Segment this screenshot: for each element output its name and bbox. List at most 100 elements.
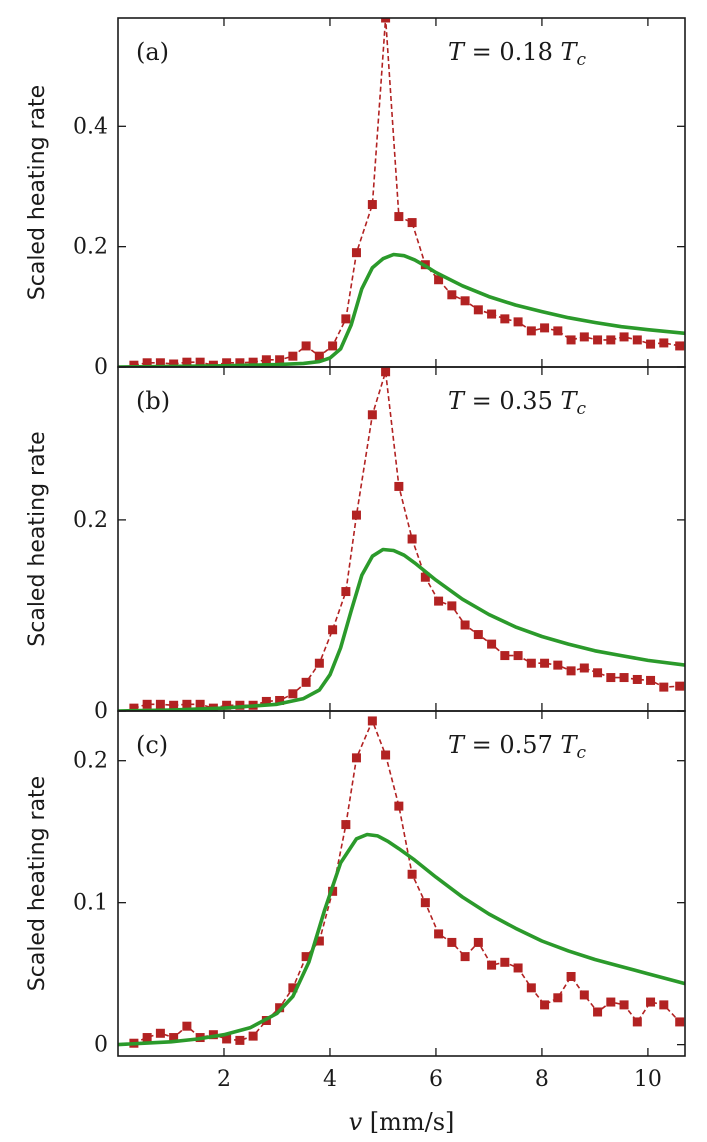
measured-point-1-1 (142, 699, 152, 709)
measured-point-2-30 (526, 983, 536, 993)
measured-point-1-3 (169, 700, 179, 710)
measured-point-1-31 (540, 658, 550, 668)
measured-point-1-34 (579, 663, 589, 673)
measured-point-2-9 (248, 1031, 258, 1041)
measured-point-1-28 (500, 651, 510, 661)
y-axis-label-0: Scaled heating rate (25, 85, 50, 300)
measured-point-0-12 (288, 351, 298, 361)
measured-point-1-21 (407, 534, 417, 544)
measured-point-0-1 (142, 358, 152, 367)
measured-point-1-15 (328, 625, 338, 635)
measured-point-2-33 (566, 971, 576, 981)
measured-point-2-38 (632, 1017, 642, 1027)
measured-point-0-29 (513, 317, 523, 327)
measured-point-0-14 (314, 351, 324, 361)
measured-point-1-26 (473, 630, 483, 640)
measured-point-1-23 (434, 596, 444, 606)
model-curve-0 (118, 252, 685, 367)
measured-point-1-41 (675, 681, 685, 691)
measured-point-0-7 (222, 358, 232, 367)
temperature-label-2: T = 0.57 Tc (448, 731, 586, 763)
panel-frame-2 (117, 710, 686, 1057)
measured-point-2-2 (155, 1028, 165, 1038)
measured-point-0-30 (526, 326, 536, 336)
y-tick-label-1-1: 0.2 (73, 508, 108, 533)
measured-point-1-33 (566, 666, 576, 676)
y-tick-label-2-2: 0.2 (73, 749, 108, 774)
measured-point-0-5 (195, 357, 205, 367)
measured-point-1-30 (526, 658, 536, 668)
panel-label-1: (b) (136, 387, 170, 415)
measured-line-1 (133, 371, 680, 709)
measured-point-1-20 (394, 481, 404, 491)
measured-point-2-4 (182, 1021, 192, 1031)
y-tick-label-2-0: 0 (94, 1033, 108, 1058)
y-tick-label-1-0: 0 (94, 699, 108, 724)
measured-point-2-39 (646, 997, 656, 1007)
temperature-label-0: T = 0.18 Tc (448, 38, 586, 70)
measured-point-0-38 (632, 335, 642, 345)
measured-point-2-20 (394, 801, 404, 811)
measured-point-2-28 (500, 957, 510, 967)
panel-frame-0 (117, 17, 686, 368)
measured-point-2-41 (675, 1017, 685, 1027)
measured-point-2-26 (473, 937, 483, 947)
measured-point-2-3 (169, 1033, 179, 1043)
measured-point-0-37 (619, 332, 629, 342)
measured-point-1-27 (487, 639, 497, 649)
x-tick-label-4: 10 (634, 1067, 662, 1092)
panel-2: 0 0.1 0.2 Scaled heating rate (c) T = 0.57 Tc (25, 710, 686, 1058)
measured-point-2-27 (487, 960, 497, 970)
measured-line-0 (133, 18, 680, 367)
measured-point-0-40 (659, 338, 669, 348)
measured-point-2-8 (235, 1035, 245, 1045)
measured-point-0-10 (261, 355, 271, 365)
measured-point-1-17 (351, 510, 361, 520)
x-tick-label-2: 6 (429, 1067, 443, 1092)
panel-label-2: (c) (136, 731, 168, 759)
temperature-label-1: T = 0.35 Tc (448, 387, 586, 419)
measured-point-1-29 (513, 651, 523, 661)
measured-point-1-38 (632, 674, 642, 684)
measured-point-0-32 (553, 326, 563, 336)
measured-point-0-9 (248, 357, 258, 367)
measured-point-2-24 (447, 937, 457, 947)
measured-point-0-11 (275, 355, 285, 365)
measured-point-1-22 (420, 572, 430, 582)
measured-point-2-16 (341, 820, 351, 830)
measured-point-2-7 (222, 1034, 232, 1044)
measured-point-2-40 (659, 1000, 669, 1010)
measured-point-2-29 (513, 963, 523, 973)
measured-line-2 (133, 718, 681, 1044)
model-curve-1 (118, 547, 685, 711)
measured-point-0-21 (407, 218, 417, 228)
x-axis-label: v [mm/s] (349, 1108, 455, 1136)
measured-point-1-25 (460, 620, 470, 630)
measured-point-1-11 (275, 695, 285, 705)
measured-point-1-37 (619, 673, 629, 683)
measured-point-2-21 (407, 869, 417, 879)
measured-point-1-16 (341, 587, 351, 597)
measured-point-0-19 (381, 18, 391, 23)
measured-point-0-15 (328, 341, 338, 351)
measured-point-2-25 (460, 952, 470, 962)
measured-point-0-3 (169, 359, 179, 367)
measured-point-0-2 (155, 358, 165, 367)
y-tick-label-0-0: 0 (94, 355, 108, 380)
panel-0: 0 0.2 0.4 Scaled heating rate (a) T = 0.18 Tc (25, 17, 686, 380)
measured-point-2-36 (606, 997, 616, 1007)
y-axis-label-2: Scaled heating rate (25, 776, 50, 991)
measured-point-1-2 (155, 699, 165, 709)
measured-point-0-4 (182, 357, 192, 367)
measured-point-2-12 (288, 983, 298, 993)
measured-point-2-35 (593, 1007, 603, 1017)
measured-point-1-18 (367, 410, 377, 420)
measured-point-0-41 (675, 341, 685, 351)
measured-point-1-36 (606, 673, 616, 683)
measured-point-1-0 (129, 703, 139, 711)
measured-point-0-26 (473, 305, 483, 315)
measured-point-0-28 (500, 314, 510, 324)
x-tick-label-1: 4 (323, 1067, 337, 1092)
measured-point-2-11 (275, 1003, 285, 1013)
panel-1: 0 0.2 Scaled heating rate (b) T = 0.35 Tc (25, 366, 686, 724)
